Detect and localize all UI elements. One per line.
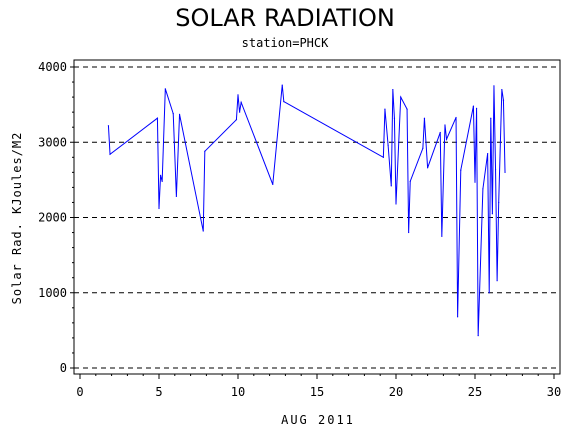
- data-point: [392, 88, 394, 91]
- data-point: [504, 171, 506, 173]
- data-point: [107, 125, 110, 127]
- data-point: [460, 169, 462, 171]
- y-tick-label: 3000: [38, 135, 67, 149]
- data-point: [475, 107, 478, 109]
- data-point: [161, 180, 163, 182]
- chart-subtitle: station=PHCK: [241, 36, 329, 50]
- y-tick-label: 1000: [38, 286, 67, 300]
- data-point: [439, 131, 441, 134]
- x-tick-label: 10: [231, 385, 245, 399]
- series-line: [107, 85, 506, 336]
- data-point: [178, 113, 181, 116]
- data-point: [482, 188, 484, 190]
- data-point: [281, 84, 283, 86]
- data-point: [400, 96, 402, 98]
- data-point: [406, 108, 408, 110]
- data-point: [493, 85, 495, 87]
- data-point: [159, 174, 162, 176]
- data-point: [390, 185, 392, 187]
- x-axis-label: AUG 2011: [281, 413, 355, 427]
- y-tick-label: 4000: [38, 60, 67, 74]
- data-point: [444, 124, 446, 126]
- grid-lines: [74, 66, 560, 369]
- data-point: [156, 117, 159, 119]
- data-point: [238, 111, 241, 113]
- data-point: [474, 181, 476, 183]
- series-group: [107, 84, 506, 337]
- data-point: [408, 231, 410, 234]
- data-point: [494, 168, 497, 170]
- data-point: [387, 144, 389, 146]
- data-point: [272, 183, 274, 185]
- data-point: [445, 138, 448, 140]
- x-tick-label: 0: [76, 385, 83, 399]
- data-point: [491, 213, 493, 215]
- data-point: [502, 99, 505, 101]
- data-point: [498, 201, 500, 204]
- data-point: [423, 117, 426, 119]
- y-axis-label: Solar Rad. KJoules/M2: [10, 132, 24, 305]
- x-tick-label: 15: [310, 385, 324, 399]
- data-point: [384, 108, 386, 110]
- data-point: [164, 88, 166, 90]
- data-point: [441, 235, 443, 237]
- data-point: [488, 292, 490, 294]
- x-tick-label: 5: [155, 385, 162, 399]
- data-point: [240, 101, 242, 103]
- x-tick-label: 25: [468, 385, 482, 399]
- data-point: [283, 101, 285, 103]
- data-point: [409, 180, 411, 182]
- data-point: [487, 152, 489, 155]
- data-point: [490, 117, 492, 119]
- data-point: [237, 94, 239, 96]
- data-point: [382, 156, 384, 158]
- series-0: [107, 84, 506, 337]
- data-point: [427, 167, 429, 169]
- data-point: [472, 105, 475, 107]
- x-tick-label: 30: [547, 385, 561, 399]
- data-point: [422, 147, 424, 149]
- data-point: [455, 116, 457, 119]
- data-point: [109, 153, 111, 155]
- data-point: [496, 280, 498, 282]
- x-tick-label: 20: [389, 385, 403, 399]
- data-point: [204, 150, 206, 152]
- data-point: [202, 230, 204, 232]
- y-tick-label: 2000: [38, 211, 67, 225]
- data-point: [235, 119, 238, 121]
- chart-title: SOLAR RADIATION: [175, 4, 395, 32]
- y-tick-label: 0: [60, 361, 67, 375]
- data-point: [172, 113, 174, 115]
- data-point: [158, 207, 160, 210]
- data-point: [501, 88, 503, 91]
- data-point: [457, 316, 459, 318]
- data-point: [395, 203, 397, 205]
- data-point: [175, 195, 177, 198]
- axis-ticks: 0 1000 2000 3000 4000 0 5 10 15 20 25 30: [38, 60, 561, 399]
- data-point: [477, 335, 479, 337]
- data-point: [393, 117, 396, 119]
